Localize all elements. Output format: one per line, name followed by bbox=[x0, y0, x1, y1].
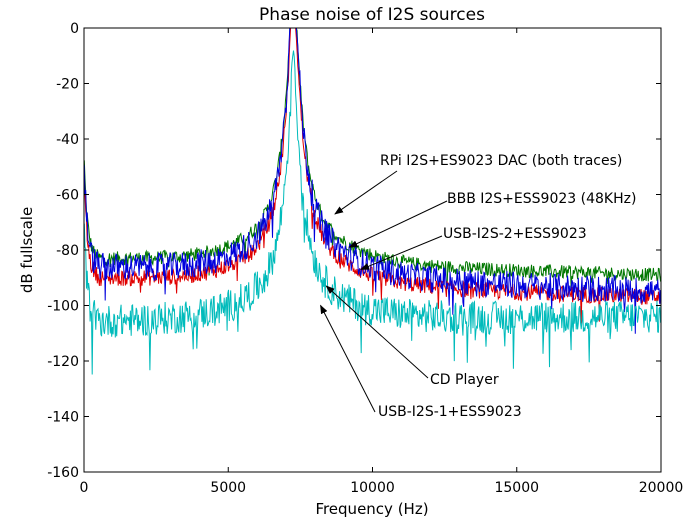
y-axis-label: dB fullscale bbox=[18, 207, 36, 293]
annotation-arrow-3 bbox=[325, 285, 429, 379]
annotation-label-4: USB-I2S-1+ESS9023 bbox=[378, 404, 522, 420]
annotation-label-3: CD Player bbox=[430, 372, 499, 388]
series-line-3 bbox=[83, 50, 662, 375]
y-tick-label: -100 bbox=[47, 299, 79, 315]
y-tick-label: -140 bbox=[47, 410, 79, 426]
annotation-label-2: USB-I2S-2+ESS9023 bbox=[443, 226, 587, 242]
y-tick-label: 0 bbox=[70, 21, 79, 37]
series-line-2 bbox=[83, 27, 662, 334]
y-tick-label: -60 bbox=[56, 188, 79, 204]
y-tick-label: -40 bbox=[56, 132, 79, 148]
y-tick-label: -160 bbox=[47, 465, 79, 481]
x-tick-label: 5000 bbox=[210, 480, 246, 496]
tick-layer: 0 5000 10000 15000 20000 0 -20 -40 -60 -80 -100 -12… bbox=[47, 21, 683, 496]
series-line-0 bbox=[83, 27, 662, 291]
annotation-label-0: RPi I2S+ES9023 DAC (both traces) bbox=[380, 153, 622, 169]
x-tick-label: 20000 bbox=[639, 480, 684, 496]
plot-area bbox=[84, 28, 661, 472]
x-tick-label: 10000 bbox=[350, 480, 395, 496]
annotation-layer: RPi I2S+ES9023 DAC (both traces) BBB I2S+… bbox=[320, 153, 636, 420]
annotation-label-1: BBB I2S+ESS9023 (48KHz) bbox=[447, 191, 636, 207]
series-layer bbox=[83, 27, 662, 375]
annotation-arrow-0 bbox=[334, 170, 398, 215]
x-tick-label: 15000 bbox=[494, 480, 539, 496]
annotation-arrow-4 bbox=[320, 304, 376, 413]
annotation-arrow-2 bbox=[360, 235, 443, 270]
y-tick-label: -80 bbox=[56, 243, 79, 259]
y-tick-label: -20 bbox=[56, 77, 79, 93]
x-axis-label: Frequency (Hz) bbox=[315, 500, 428, 518]
annotation-arrow-1 bbox=[348, 200, 448, 248]
x-tick-label: 0 bbox=[80, 480, 89, 496]
chart-title: Phase noise of I2S sources bbox=[259, 5, 485, 25]
y-tick-label: -120 bbox=[47, 354, 79, 370]
